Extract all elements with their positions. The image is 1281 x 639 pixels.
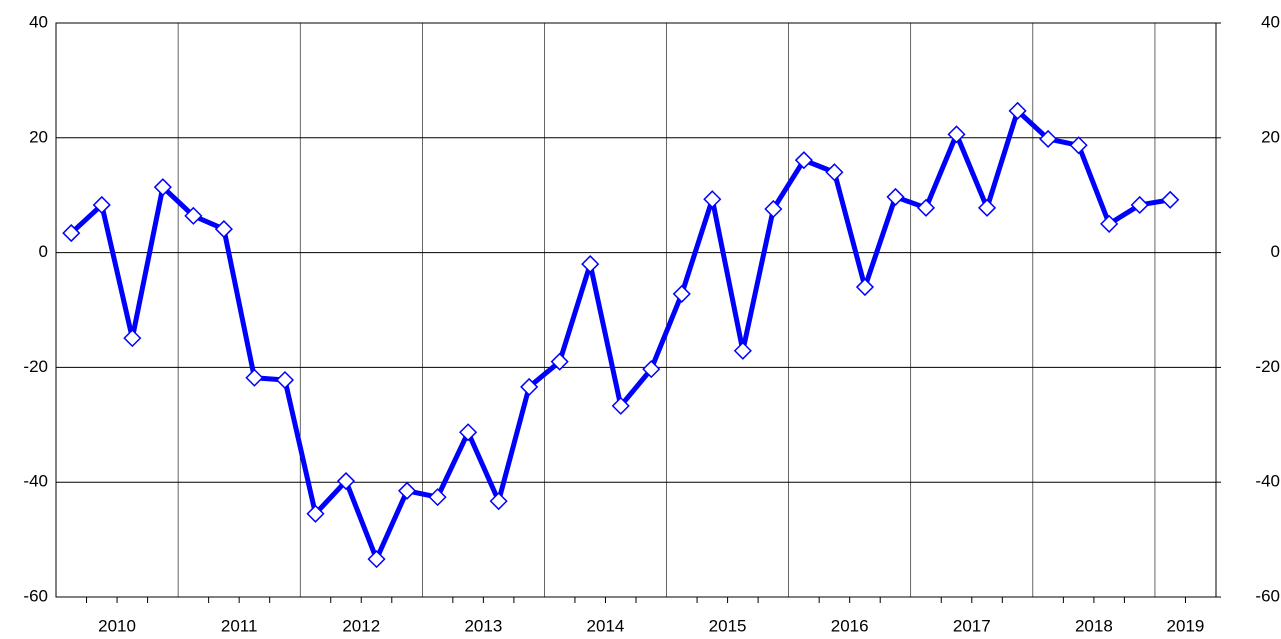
series-line bbox=[69, 108, 1171, 562]
data-point bbox=[642, 360, 661, 379]
data-point bbox=[1130, 195, 1149, 215]
y-tick-label: 40 bbox=[29, 12, 48, 31]
data-point bbox=[336, 471, 356, 491]
data-point bbox=[825, 163, 844, 182]
data-point bbox=[855, 277, 875, 297]
data-point bbox=[947, 125, 966, 144]
data-point bbox=[764, 199, 783, 219]
data-point bbox=[611, 396, 630, 415]
data-point bbox=[428, 488, 447, 507]
data-point bbox=[1069, 136, 1088, 155]
data-point bbox=[794, 151, 813, 170]
x-tick-label: 2017 bbox=[953, 616, 991, 635]
data-point bbox=[397, 481, 417, 500]
x-tick-label: 2011 bbox=[221, 616, 258, 635]
plot-frame bbox=[55, 22, 1217, 598]
data-point bbox=[459, 423, 478, 442]
x-tick-label: 2015 bbox=[709, 616, 747, 635]
data-point bbox=[977, 198, 997, 217]
y-tick-label: 20 bbox=[29, 127, 48, 146]
data-point bbox=[1008, 101, 1027, 120]
data-point bbox=[123, 329, 142, 348]
y-tick-label: -20 bbox=[23, 357, 48, 376]
data-point bbox=[184, 206, 203, 225]
x-tick-label: 2012 bbox=[342, 616, 380, 635]
y2-tick-label: 0 bbox=[1271, 242, 1280, 261]
data-point bbox=[703, 190, 722, 209]
data-point bbox=[92, 195, 111, 215]
data-point bbox=[306, 504, 325, 523]
x-tick-label: 2018 bbox=[1075, 616, 1113, 635]
data-point bbox=[886, 187, 905, 206]
data-point bbox=[1039, 129, 1058, 149]
x-tick-label: 2019 bbox=[1167, 616, 1205, 635]
data-point bbox=[550, 352, 569, 371]
data-point bbox=[1100, 214, 1119, 233]
y2-tick-label: -60 bbox=[1255, 586, 1280, 605]
data-point bbox=[733, 341, 752, 360]
data-point bbox=[672, 284, 691, 303]
x-tick-label: 2013 bbox=[464, 616, 502, 635]
y2-tick-label: 40 bbox=[1261, 12, 1280, 31]
data-point bbox=[153, 178, 172, 197]
data-point bbox=[245, 368, 264, 387]
data-point bbox=[214, 220, 233, 239]
y-tick-label: -40 bbox=[23, 472, 48, 491]
data-point bbox=[1161, 190, 1180, 209]
data-point bbox=[367, 550, 386, 569]
data-point bbox=[62, 224, 81, 243]
data-point bbox=[489, 492, 508, 511]
data-point bbox=[581, 255, 600, 274]
x-tick-label: 2016 bbox=[831, 616, 869, 635]
data-point bbox=[520, 377, 539, 396]
x-tick-label: 2014 bbox=[587, 616, 625, 635]
y2-tick-label: -20 bbox=[1255, 357, 1280, 376]
x-tick-label: 2010 bbox=[98, 616, 136, 635]
y-tick-label: -60 bbox=[23, 586, 48, 605]
data-point bbox=[275, 370, 295, 390]
y-tick-label: 0 bbox=[39, 242, 48, 261]
y2-tick-label: -40 bbox=[1255, 472, 1280, 491]
y2-tick-label: 20 bbox=[1261, 127, 1280, 146]
data-point bbox=[916, 198, 936, 217]
